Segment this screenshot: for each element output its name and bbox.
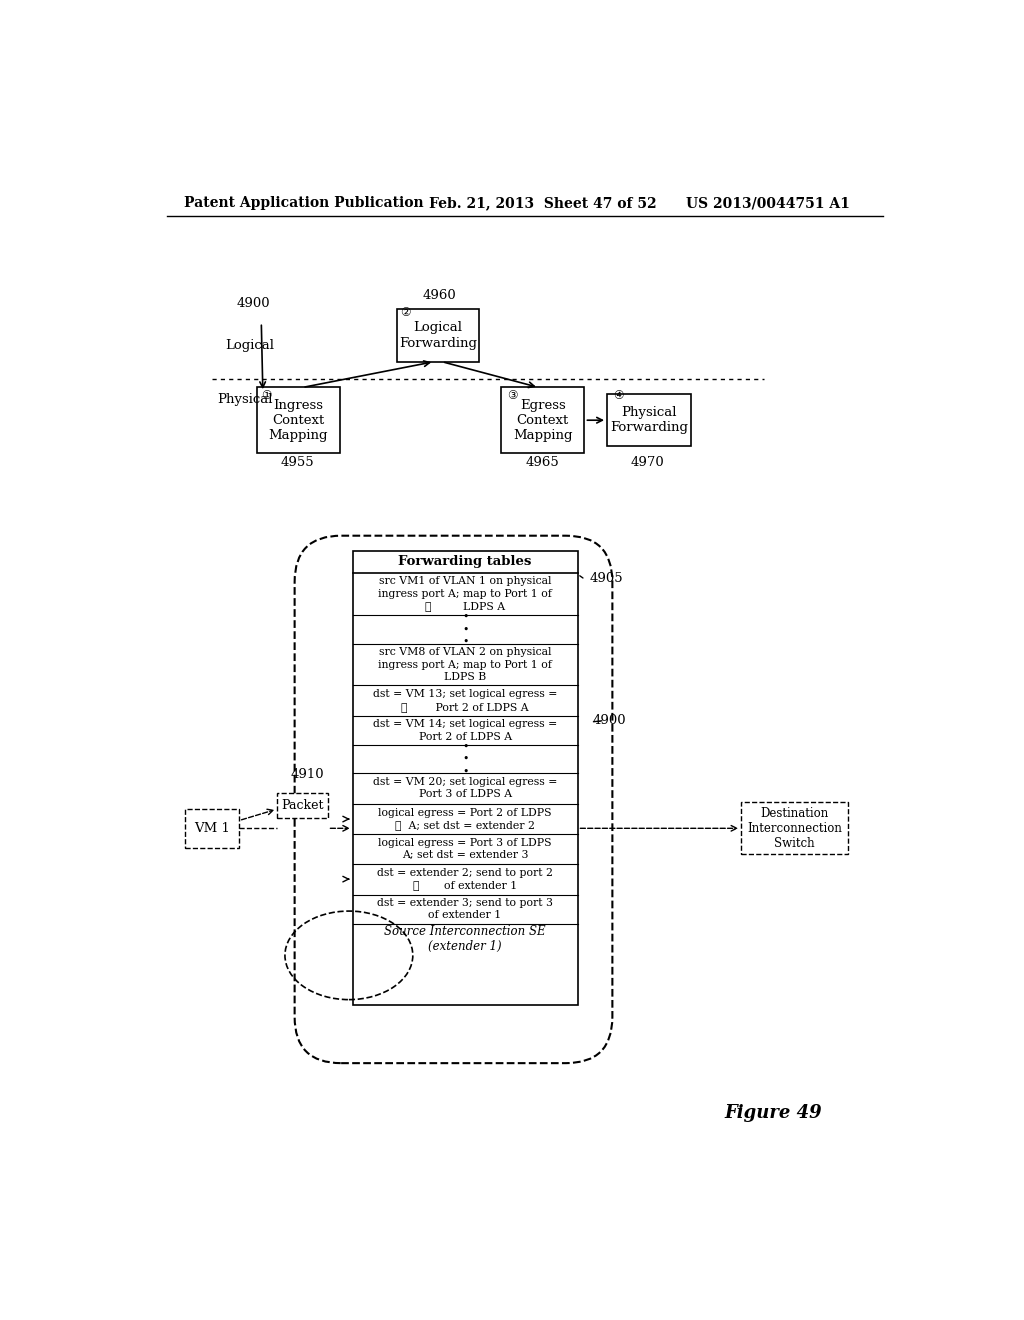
Text: 4960: 4960 [423, 289, 457, 302]
Text: Packet: Packet [282, 799, 324, 812]
Text: 4910: 4910 [291, 768, 325, 781]
Text: 4955: 4955 [281, 457, 314, 470]
Text: dst = VM 14; set logical egress =
Port 2 of LDPS A: dst = VM 14; set logical egress = Port 2… [373, 719, 557, 742]
Text: logical egress = Port 2 of LDPS
③  A; set dst = extender 2: logical egress = Port 2 of LDPS ③ A; set… [379, 808, 552, 830]
Bar [607, 395, 690, 446]
Text: •
•
•: • • • [462, 612, 468, 647]
Text: src VM1 of VLAN 1 on physical
ingress port A; map to Port 1 of
①         LDPS A: src VM1 of VLAN 1 on physical ingress po… [378, 577, 552, 611]
Text: Destination
Interconnection
Switch: Destination Interconnection Switch [748, 807, 842, 850]
Bar [257, 388, 340, 453]
Bar [741, 803, 848, 854]
Text: 4900: 4900 [593, 714, 627, 727]
Text: Logical
Forwarding: Logical Forwarding [399, 322, 477, 350]
Text: dst = extender 3; send to port 3
of extender 1: dst = extender 3; send to port 3 of exte… [377, 898, 553, 920]
Text: Physical: Physical [217, 393, 272, 407]
Text: dst = VM 13; set logical egress =
②        Port 2 of LDPS A: dst = VM 13; set logical egress = ② Port… [373, 689, 557, 711]
Text: ②: ② [400, 306, 411, 319]
Bar [184, 809, 239, 847]
Text: 4965: 4965 [525, 457, 559, 470]
Text: dst = VM 20; set logical egress =
Port 3 of LDPS A: dst = VM 20; set logical egress = Port 3… [373, 777, 557, 800]
Text: Figure 49: Figure 49 [725, 1105, 822, 1122]
Text: Patent Application Publication: Patent Application Publication [183, 197, 424, 210]
Bar [278, 793, 328, 817]
Bar [397, 309, 478, 362]
Text: 4900: 4900 [237, 297, 270, 310]
Text: 4970: 4970 [631, 457, 665, 470]
Text: ③: ③ [507, 389, 518, 403]
Text: Feb. 21, 2013  Sheet 47 of 52: Feb. 21, 2013 Sheet 47 of 52 [429, 197, 656, 210]
Text: Logical: Logical [225, 339, 273, 352]
Text: Physical
Forwarding: Physical Forwarding [610, 407, 688, 434]
Bar [501, 388, 585, 453]
Text: ①: ① [261, 389, 271, 403]
Text: ④: ④ [613, 389, 624, 403]
Text: Egress
Context
Mapping: Egress Context Mapping [513, 399, 572, 442]
Text: Source Interconnection SE
(extender 1): Source Interconnection SE (extender 1) [384, 925, 546, 953]
Text: dst = extender 2; send to port 2
④       of extender 1: dst = extender 2; send to port 2 ④ of ex… [377, 869, 553, 890]
Text: src VM8 of VLAN 2 on physical
ingress port A; map to Port 1 of
LDPS B: src VM8 of VLAN 2 on physical ingress po… [378, 647, 552, 682]
Text: Forwarding tables: Forwarding tables [398, 556, 531, 569]
Text: US 2013/0044751 A1: US 2013/0044751 A1 [686, 197, 850, 210]
Text: •
•
•: • • • [462, 742, 468, 776]
Bar [352, 552, 578, 1006]
Text: Ingress
Context
Mapping: Ingress Context Mapping [268, 399, 329, 442]
Text: 4905: 4905 [589, 572, 623, 585]
Text: VM 1: VM 1 [194, 822, 229, 834]
Text: logical egress = Port 3 of LDPS
A; set dst = extender 3: logical egress = Port 3 of LDPS A; set d… [379, 838, 552, 861]
